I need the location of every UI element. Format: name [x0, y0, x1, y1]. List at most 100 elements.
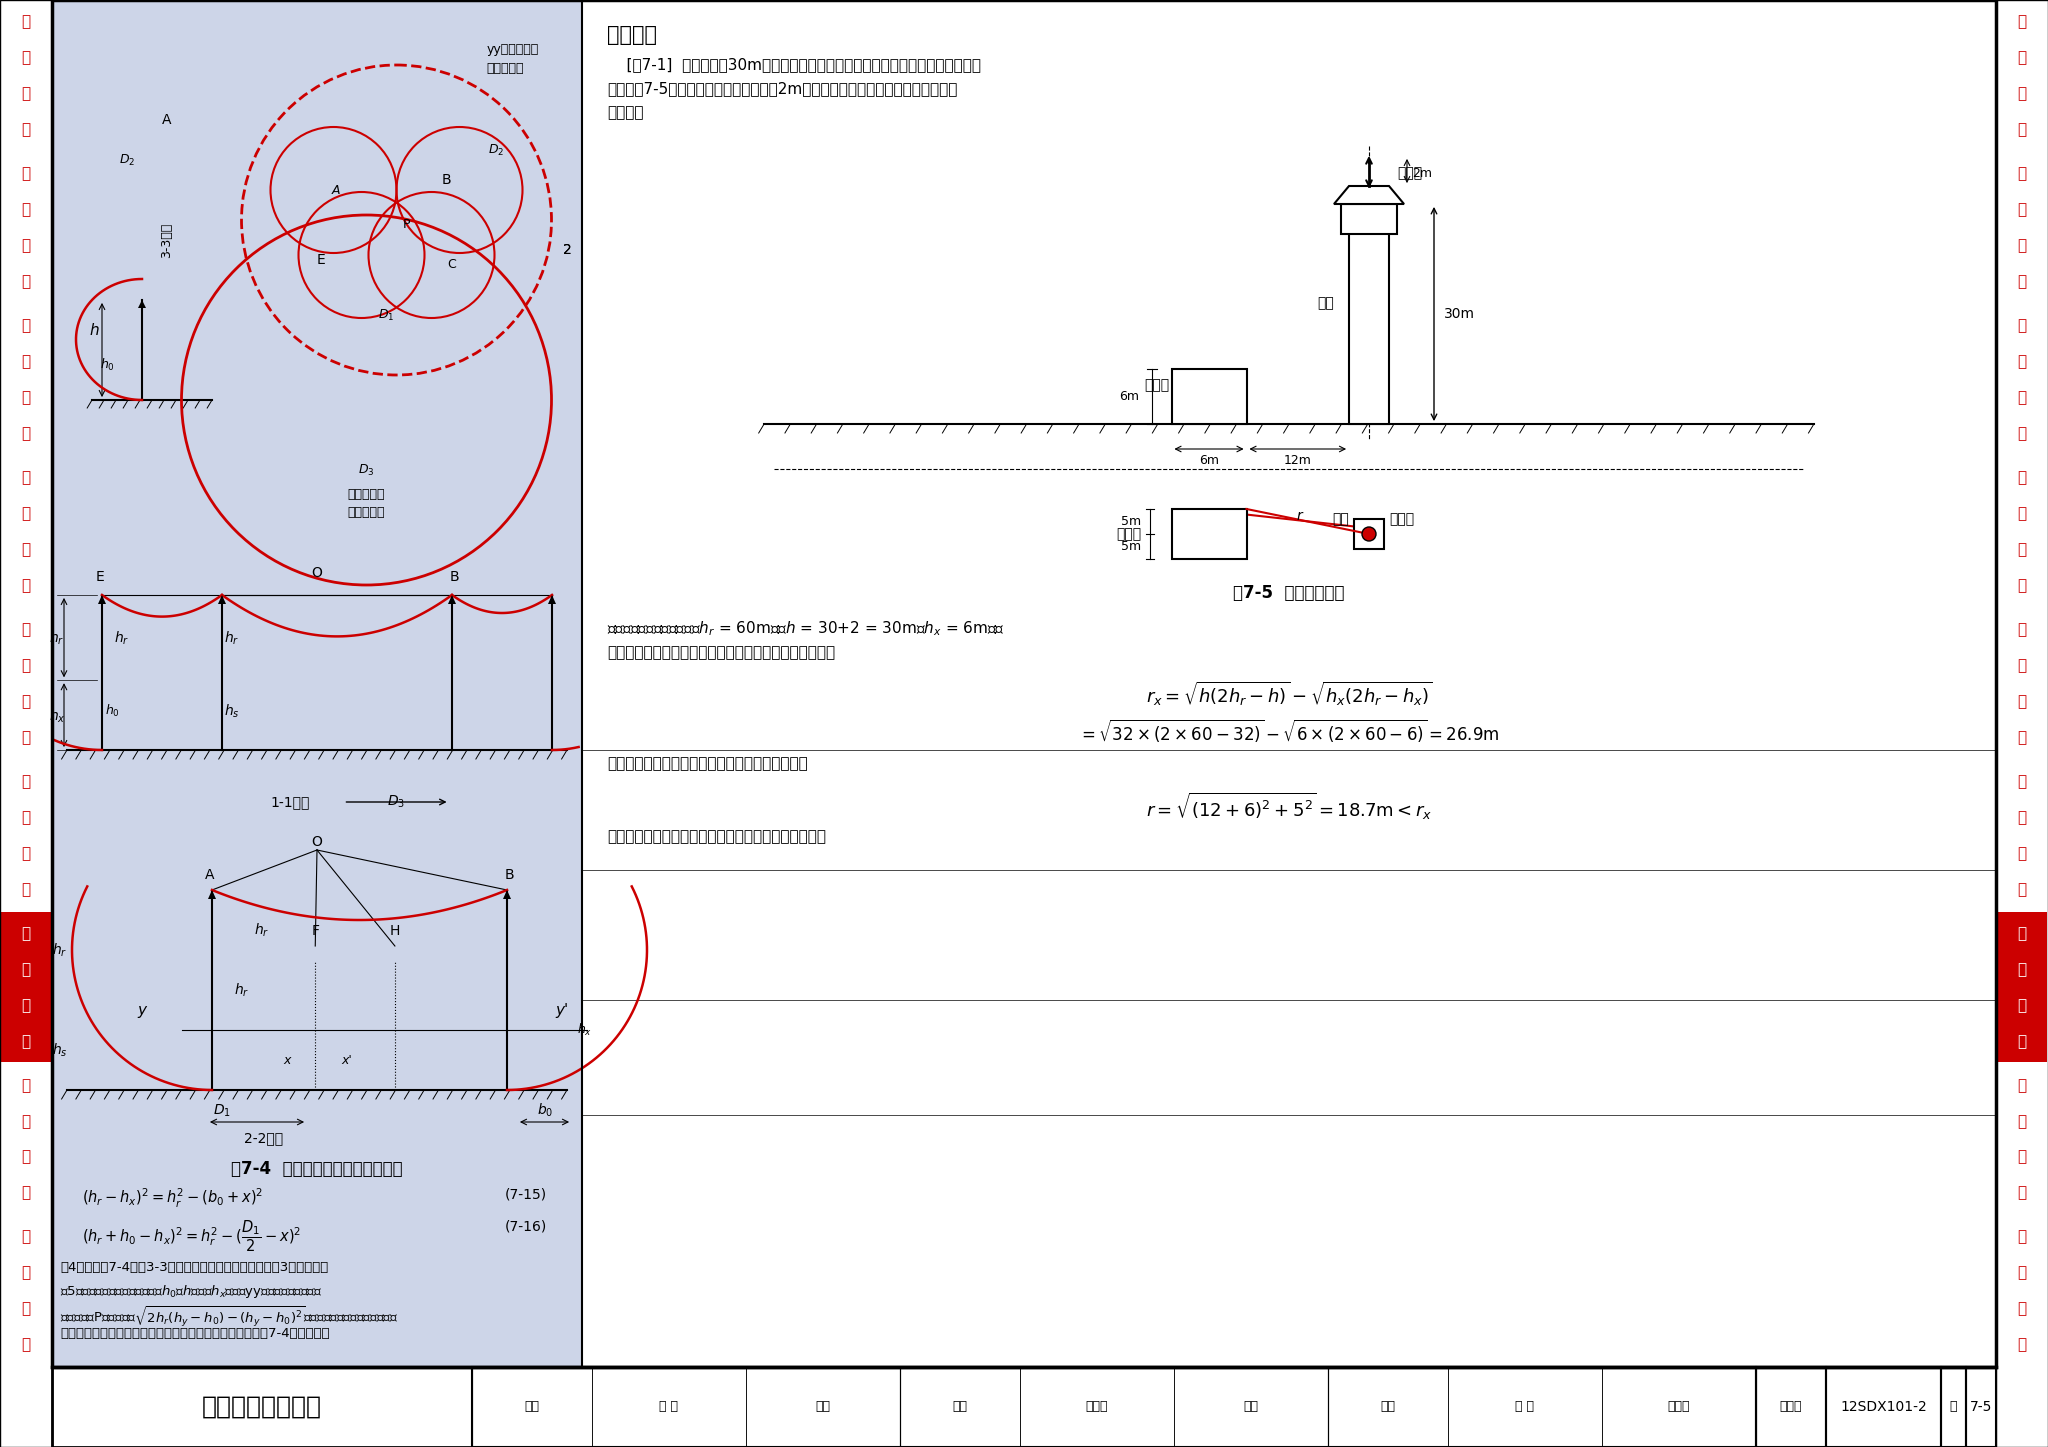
Text: 尺寸如图7-5所示。水塔上安装有一支高2m的接闪杆。试问此接闪杆能否保护这一: 尺寸如图7-5所示。水塔上安装有一支高2m的接闪杆。试问此接闪杆能否保护这一: [606, 81, 956, 96]
Text: 可计算得接闪杆在水泵房顶部高度上的水平保护半径为：: 可计算得接闪杆在水泵房顶部高度上的水平保护半径为：: [606, 645, 836, 660]
Text: 计: 计: [2017, 87, 2028, 101]
Text: 线: 线: [2017, 470, 2028, 485]
Bar: [745, 1367, 899, 1447]
Text: 水泵房。: 水泵房。: [606, 106, 643, 120]
Bar: [1942, 1367, 1966, 1447]
Bar: [0, 761, 51, 910]
Bar: [0, 1, 51, 150]
Bar: [1997, 0, 2048, 1447]
Text: 保: 保: [20, 391, 31, 405]
Text: x': x': [342, 1053, 352, 1066]
Text: 护: 护: [2017, 427, 2028, 441]
Text: 算: 算: [20, 881, 31, 897]
Text: $D_2$: $D_2$: [487, 142, 504, 158]
Text: 用: 用: [20, 658, 31, 673]
Text: $h_x$: $h_x$: [49, 708, 66, 725]
Text: $h_0$: $h_0$: [100, 357, 115, 373]
Bar: [1755, 1367, 1827, 1447]
Text: $h_r$: $h_r$: [225, 629, 240, 647]
Text: 设计: 设计: [1380, 1401, 1395, 1414]
Text: 照: 照: [20, 774, 31, 789]
Text: 接闪杆: 接闪杆: [1389, 512, 1413, 527]
Bar: [1966, 1367, 1997, 1447]
Text: 负: 负: [2017, 14, 2028, 29]
Text: 6m: 6m: [1198, 454, 1219, 467]
Text: $(h_r-h_x)^2=h_r^2-(b_0+x)^2$: $(h_r-h_x)^2=h_r^2-(b_0+x)^2$: [82, 1187, 264, 1210]
Text: 算: 算: [2017, 275, 2028, 289]
Text: 用: 用: [2017, 658, 2028, 673]
Text: 算: 算: [20, 123, 31, 137]
Text: y': y': [555, 1003, 569, 1017]
Text: 地面上保护: 地面上保护: [348, 489, 385, 502]
Bar: [582, 0, 1997, 1367]
Text: 的方法：以P点为圆心，$\sqrt{2h_r(h_y-h_0)-(h_y-h_0)^2}$为半径做圆或圆弧，与各双支接: 的方法：以P点为圆心，$\sqrt{2h_r(h_y-h_0)-(h_y-h_0…: [59, 1305, 397, 1330]
Text: 程: 程: [20, 1266, 31, 1281]
Text: 电: 电: [2017, 355, 2028, 369]
Text: 照: 照: [2017, 774, 2028, 789]
Text: (7-16): (7-16): [504, 1218, 547, 1233]
Text: $r_x = \sqrt{h(2h_r-h)} - \sqrt{h_x(2h_r-h_x)}$: $r_x = \sqrt{h(2h_r-h)} - \sqrt{h_x(2h_r…: [1145, 680, 1432, 708]
Bar: [0, 0, 51, 1447]
Bar: [0, 457, 51, 606]
Text: (7-15): (7-15): [506, 1187, 547, 1201]
Bar: [0, 0, 51, 1447]
Text: $h_r$: $h_r$: [53, 942, 68, 959]
Text: 12SDX101-2: 12SDX101-2: [1839, 1401, 1927, 1414]
Bar: [1997, 1, 2048, 150]
Text: 页: 页: [1950, 1401, 1958, 1414]
Text: 2m: 2m: [1411, 166, 1432, 179]
Polygon shape: [504, 890, 512, 899]
Text: 接闪杆: 接闪杆: [1397, 166, 1421, 181]
Text: 电: 电: [20, 1114, 31, 1129]
Text: $h_r$: $h_r$: [233, 981, 250, 998]
Text: 算: 算: [2017, 123, 2028, 137]
Bar: [1997, 1064, 2048, 1214]
Text: 保: 保: [2017, 391, 2028, 405]
Polygon shape: [1333, 187, 1405, 204]
Text: 7-5: 7-5: [1970, 1401, 1993, 1414]
Polygon shape: [209, 890, 215, 899]
Bar: [0, 609, 51, 758]
Text: 短: 短: [20, 166, 31, 181]
Bar: [0, 305, 51, 454]
Text: 2: 2: [563, 243, 571, 258]
Text: 示: 示: [20, 1301, 31, 1317]
Text: 继: 继: [20, 318, 31, 333]
Text: 面: 面: [2017, 577, 2028, 593]
Text: $h_r$: $h_r$: [115, 629, 129, 647]
Text: 范围的截面: 范围的截面: [348, 506, 385, 519]
Text: $(h_r+h_0-h_x)^2=h_r^2-(\dfrac{D_1}{2}-x)^2$: $(h_r+h_0-h_x)^2=h_r^2-(\dfrac{D_1}{2}-x…: [82, 1218, 301, 1255]
Text: 校对: 校对: [952, 1401, 967, 1414]
Text: $b_0$: $b_0$: [537, 1101, 553, 1119]
Text: 计: 计: [20, 239, 31, 253]
Text: 常: 常: [2017, 622, 2028, 637]
Text: 计: 计: [2017, 239, 2028, 253]
Text: 30m: 30m: [1444, 307, 1475, 321]
Text: $h_r$: $h_r$: [49, 629, 66, 647]
Text: 5m: 5m: [1122, 540, 1141, 553]
Text: y: y: [137, 1003, 147, 1017]
Text: 负: 负: [20, 14, 31, 29]
Bar: [1997, 1215, 2048, 1366]
Bar: [0, 912, 51, 1062]
Text: $h_0$: $h_0$: [104, 703, 119, 719]
Bar: [1997, 457, 2048, 606]
Text: 备: 备: [20, 729, 31, 745]
Text: （5）确定四支等高接闪杆中间在$h_0$～$h$之间于$h_x$高度的yy平面上保护范围截面: （5）确定四支等高接闪杆中间在$h_0$～$h$之间于$h_x$高度的yy平面上…: [59, 1283, 322, 1299]
Bar: [1602, 1367, 1755, 1447]
Text: 而水泵房顶部最远一角距离接闪杆的水平距离为：: 而水泵房顶部最远一角距离接闪杆的水平距离为：: [606, 755, 807, 771]
Text: 万 力: 万 力: [659, 1401, 678, 1414]
Text: A: A: [205, 868, 215, 883]
Bar: [1327, 1367, 1448, 1447]
Text: 路: 路: [2017, 203, 2028, 217]
Bar: [1350, 229, 1389, 424]
Text: 郑君荣: 郑君荣: [1667, 1401, 1690, 1414]
Text: $= \sqrt{32\times(2\times60-32)} - \sqrt{6\times(2\times60-6)} = 26.9\mathrm{m}$: $= \sqrt{32\times(2\times60-32)} - \sqrt…: [1079, 718, 1499, 745]
Text: 巴力: 巴力: [815, 1401, 829, 1414]
Text: 缆: 缆: [20, 506, 31, 521]
Text: $h$: $h$: [88, 323, 98, 339]
Bar: [471, 1367, 899, 1447]
Text: B: B: [504, 868, 514, 883]
Text: 计算过程：查表得滚球半径$h_r$ = 60m，而$h$ = 30+2 = 30m，$h_x$ = 6m，故: 计算过程：查表得滚球半径$h_r$ = 60m，而$h$ = 30+2 = 30…: [606, 619, 1006, 638]
Text: 水泵房: 水泵房: [1116, 527, 1141, 541]
